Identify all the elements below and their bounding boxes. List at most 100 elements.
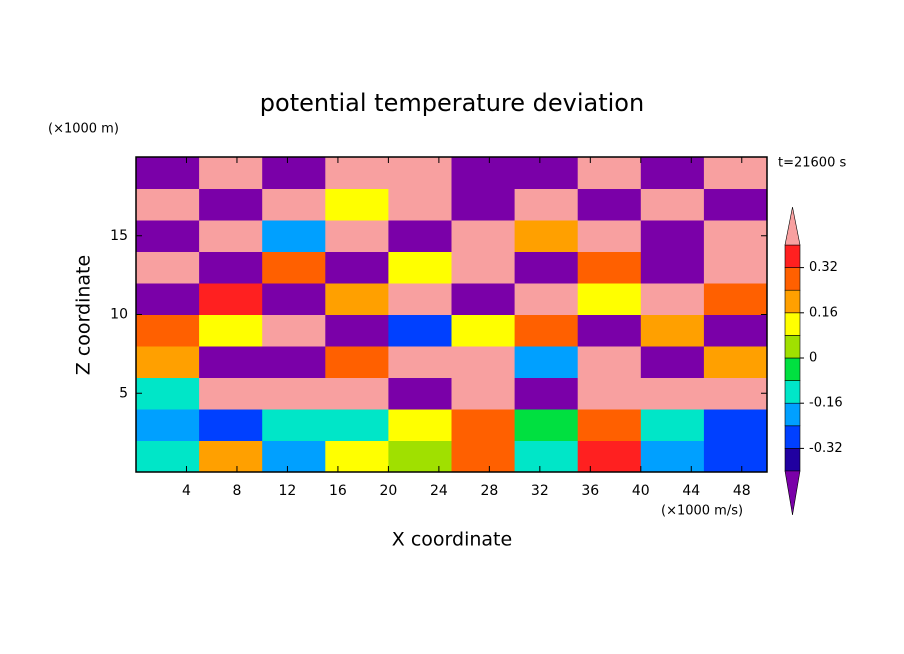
y-tick-label: 10 (110, 307, 128, 323)
field-cell (388, 251, 452, 284)
field-cell (577, 220, 642, 252)
field-cell (325, 440, 389, 473)
x-tick-label: 16 (329, 483, 347, 499)
x-tick-label: 24 (430, 483, 448, 499)
colorbar-box (784, 244, 801, 268)
y-unit: (×1000 m) (48, 122, 119, 137)
colorbar-box (784, 448, 801, 472)
field-cell (703, 220, 768, 252)
field-cell (703, 314, 768, 347)
field-cell (451, 346, 516, 378)
field-cell (325, 409, 389, 441)
colorbar-box (784, 335, 801, 359)
field-cell (577, 188, 642, 221)
field-cell (388, 283, 452, 315)
field-cell (136, 440, 200, 473)
field-cell (199, 188, 263, 221)
field-cell (640, 346, 705, 378)
colorbar-under (784, 470, 801, 516)
colorbar-box (784, 425, 801, 449)
x-tick-label: 4 (182, 483, 191, 499)
field-cell (703, 251, 768, 284)
field-cell (703, 283, 768, 315)
field-cell (262, 314, 326, 347)
field-cell (388, 377, 452, 410)
x-tick-label: 36 (581, 483, 599, 499)
field-cell (325, 251, 389, 284)
field-cell (199, 346, 263, 378)
colorbar-label: 0.32 (809, 260, 838, 275)
field-cell (640, 283, 705, 315)
field-cell (136, 409, 200, 441)
field-cell (514, 346, 579, 378)
field-cell (640, 409, 705, 441)
field-cell (514, 440, 579, 473)
field-cell (325, 346, 389, 378)
field-cell (703, 377, 768, 410)
field-cell (136, 314, 200, 347)
field-cell (199, 251, 263, 284)
x-tick-label: 20 (379, 483, 397, 499)
x-tick-label: 8 (232, 483, 241, 499)
field-cell (703, 409, 768, 441)
field-cell (703, 188, 768, 221)
field-cell (262, 157, 326, 189)
field-cell (577, 440, 642, 473)
field-cell (325, 314, 389, 347)
field-cell (262, 220, 326, 252)
field-cell (325, 377, 389, 410)
x-axis-title: X coordinate (392, 529, 512, 551)
field-cell (199, 440, 263, 473)
field-cell (262, 188, 326, 221)
field-cell (136, 157, 200, 189)
field-cell (136, 283, 200, 315)
field-cell (388, 409, 452, 441)
field-cell (325, 188, 389, 221)
field-cell (451, 188, 516, 221)
field-cell (451, 251, 516, 284)
field-cell (451, 157, 516, 189)
field-cell (199, 409, 263, 441)
field-cell (577, 409, 642, 441)
field-cell (640, 440, 705, 473)
colorbar-label: -0.16 (809, 396, 843, 411)
field-cell (640, 314, 705, 347)
field-cell (451, 377, 516, 410)
colorbar-box (784, 267, 801, 291)
field-cell (514, 314, 579, 347)
colorbar-label: 0 (809, 351, 817, 366)
field-cell (640, 220, 705, 252)
field-cell (262, 440, 326, 473)
field-cell (577, 157, 642, 189)
field-cell (388, 157, 452, 189)
field-cell (514, 157, 579, 189)
field-cell (136, 220, 200, 252)
colorbar-box (784, 380, 801, 404)
field-cell (640, 377, 705, 410)
field-cell (262, 283, 326, 315)
y-tick-label: 15 (110, 228, 128, 244)
field-cell (451, 440, 516, 473)
field-cell (388, 314, 452, 347)
field-cell (388, 220, 452, 252)
field-cell (136, 188, 200, 221)
field-cell (199, 314, 263, 347)
field-cell (199, 220, 263, 252)
field-cell (640, 157, 705, 189)
x-unit: (×1000 m/s) (661, 504, 743, 519)
field-cell (577, 346, 642, 378)
field-cell (451, 409, 516, 441)
field-cell (262, 377, 326, 410)
field-cell (388, 440, 452, 473)
x-tick-label: 40 (632, 483, 650, 499)
colorbar-over (784, 206, 801, 246)
x-tick-label: 32 (531, 483, 549, 499)
field-cell (703, 346, 768, 378)
colorbar-label: 0.16 (809, 305, 838, 320)
field-cell (640, 251, 705, 284)
x-tick-label: 44 (682, 483, 700, 499)
field-cell (451, 220, 516, 252)
field-cell (514, 377, 579, 410)
field-cell (703, 157, 768, 189)
